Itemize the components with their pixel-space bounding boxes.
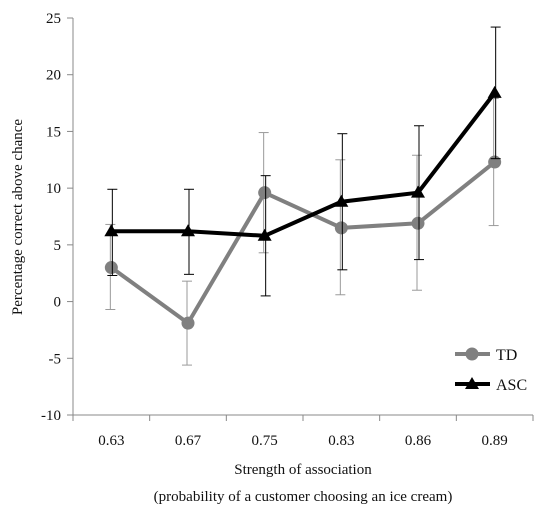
data-point-asc [104,224,119,237]
data-point-asc [334,194,349,207]
y-tick-label: 10 [46,181,61,197]
y-tick-label: 15 [46,124,61,140]
series-asc [104,26,502,297]
y-tick-label: 25 [46,11,61,27]
y-axis-label: Percentage correct above chance [10,119,26,315]
data-point-td [104,261,118,275]
x-tick-label: 0.86 [405,433,432,449]
data-point-td [258,186,272,200]
legend-item-asc: ASC [455,377,527,394]
legend: TD ASC [455,347,527,394]
y-tick-label: 5 [54,238,62,254]
legend-asc-marker [465,377,479,389]
data-point-td [181,316,195,330]
y-tick-label: 20 [46,68,61,84]
legend-td-marker [465,347,479,361]
data-point-td [488,155,502,169]
y-tick-label: -5 [49,351,62,367]
legend-td-label: TD [496,347,517,364]
data-point-asc [181,224,195,237]
data-point-td [334,221,348,235]
series-line-asc [111,91,497,238]
x-tick-label: 0.75 [252,433,278,449]
x-tick-label: 0.67 [175,433,202,449]
data-point-asc [487,85,502,98]
x-axis-label-line-2: (probability of a customer choosing an i… [154,489,453,505]
legend-item-td: TD [455,347,517,364]
series-line-td [110,160,496,326]
legend-asc-label: ASC [496,377,527,394]
x-tick-label: 0.89 [482,433,508,449]
x-axis-label-line-1: Strength of association [234,462,372,478]
data-point-asc [411,185,425,198]
x-tick-label: 0.63 [98,433,124,449]
y-tick-label: -10 [41,408,61,424]
y-tick-label: 0 [54,295,62,311]
series-layer [104,26,502,366]
x-ticks: 0.63 0.67 0.75 0.83 0.86 0.89 [72,415,534,449]
data-point-asc [257,228,272,241]
x-tick-label: 0.83 [328,433,354,449]
data-point-td [411,216,425,230]
y-ticks: -10 -5 0 5 10 15 20 25 [41,11,73,424]
